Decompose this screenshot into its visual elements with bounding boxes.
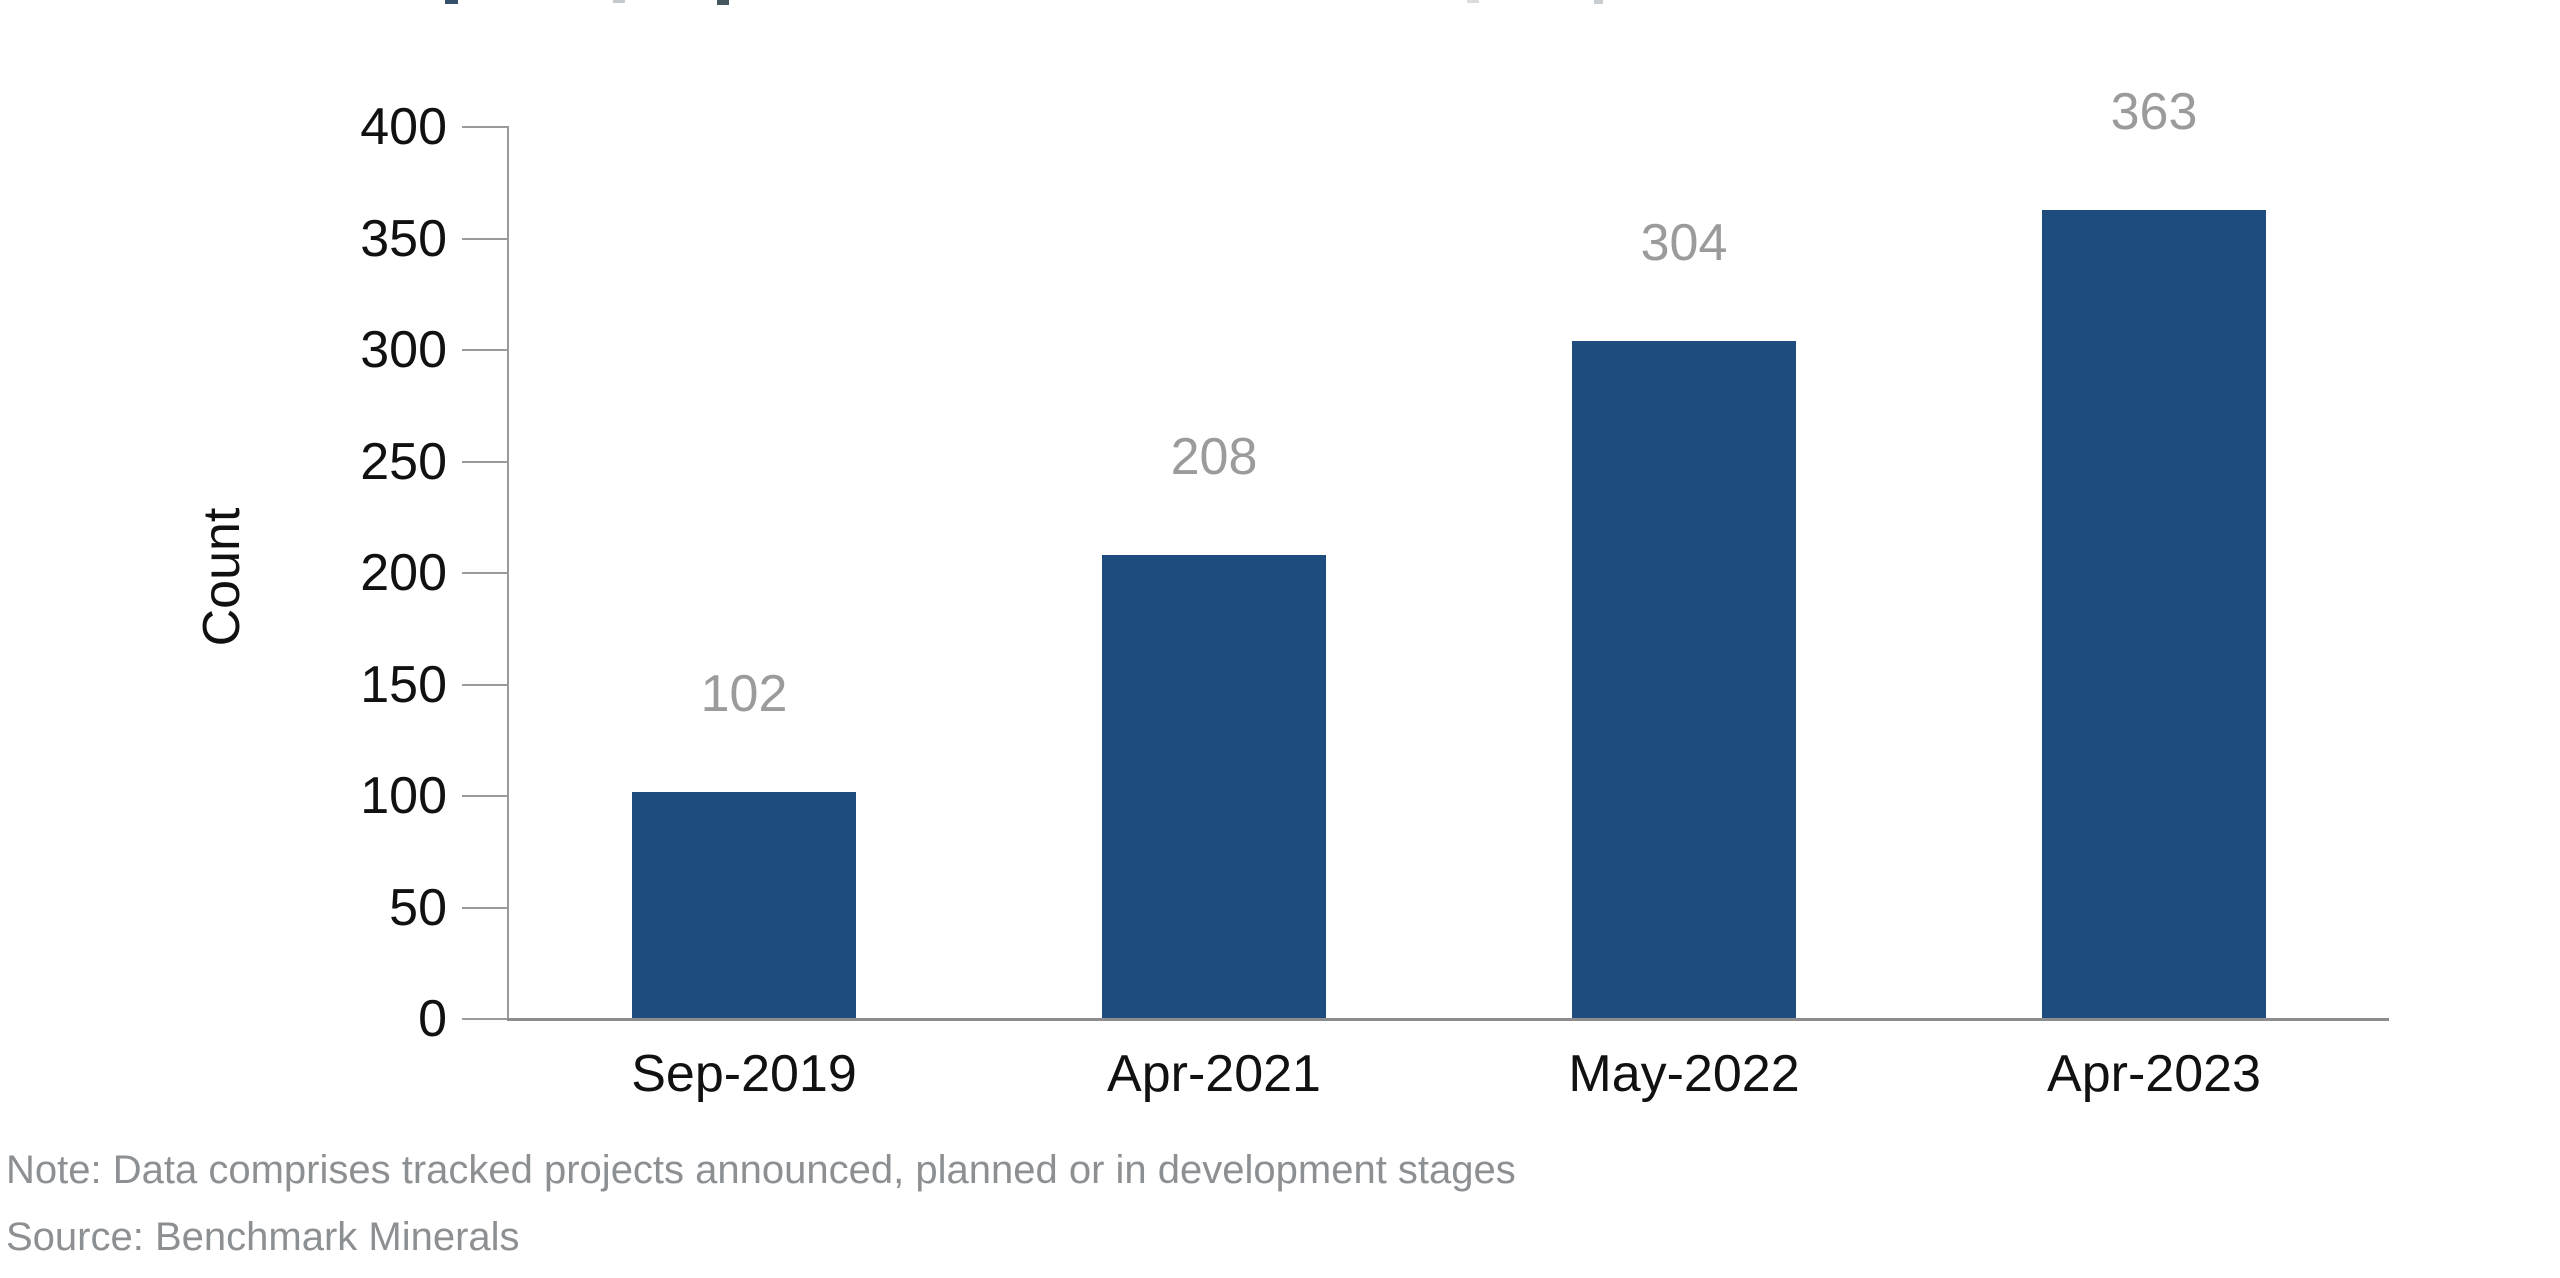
y-tick-label: 350 bbox=[360, 209, 447, 268]
bar-May-2022 bbox=[1572, 341, 1796, 1021]
y-tick-label: 50 bbox=[389, 878, 447, 937]
y-tick-label: 200 bbox=[360, 544, 447, 602]
y-tick-mark bbox=[462, 795, 507, 797]
clipped-title-fragment bbox=[717, 0, 729, 5]
bar-value-label: 208 bbox=[1170, 428, 1258, 487]
y-tick-mark bbox=[462, 683, 507, 686]
y-tick-mark bbox=[462, 349, 507, 351]
y-tick-label: 0 bbox=[418, 990, 447, 1048]
clipped-title-fragment bbox=[613, 0, 625, 3]
clipped-title-fragment bbox=[1594, 0, 1603, 4]
y-tick-mark bbox=[462, 906, 507, 909]
bar-value-label: 304 bbox=[1640, 214, 1728, 273]
x-axis-line bbox=[507, 1018, 2389, 1021]
y-tick-label: 400 bbox=[360, 98, 447, 156]
y-tick-label: 150 bbox=[360, 655, 447, 714]
y-tick-mark bbox=[462, 237, 507, 240]
bar-value-label: 102 bbox=[700, 664, 788, 723]
bar-Apr-2023 bbox=[2042, 209, 2266, 1021]
clipped-title-fragment bbox=[1467, 0, 1479, 3]
y-tick-mark bbox=[462, 126, 507, 128]
bar-value-label: 363 bbox=[2110, 82, 2198, 141]
y-tick-label: 250 bbox=[360, 432, 447, 491]
y-axis-line bbox=[507, 126, 509, 1019]
bar-Sep-2019 bbox=[632, 791, 856, 1021]
y-tick-label: 300 bbox=[360, 321, 447, 379]
y-tick-mark bbox=[462, 1018, 507, 1020]
source-credit: Source: Benchmark Minerals bbox=[6, 1215, 520, 1259]
x-tick-label: Apr-2023 bbox=[2047, 1045, 2261, 1103]
y-tick-mark bbox=[462, 572, 507, 574]
x-tick-label: Sep-2019 bbox=[631, 1045, 857, 1103]
bar-Apr-2021 bbox=[1102, 555, 1326, 1021]
y-tick-label: 100 bbox=[360, 767, 447, 825]
x-tick-label: May-2022 bbox=[1568, 1045, 1800, 1103]
y-tick-mark bbox=[462, 460, 507, 463]
clipped-title-fragment bbox=[445, 0, 458, 4]
footnote: Note: Data comprises tracked projects an… bbox=[6, 1148, 1516, 1192]
x-tick-label: Apr-2021 bbox=[1107, 1045, 1321, 1103]
